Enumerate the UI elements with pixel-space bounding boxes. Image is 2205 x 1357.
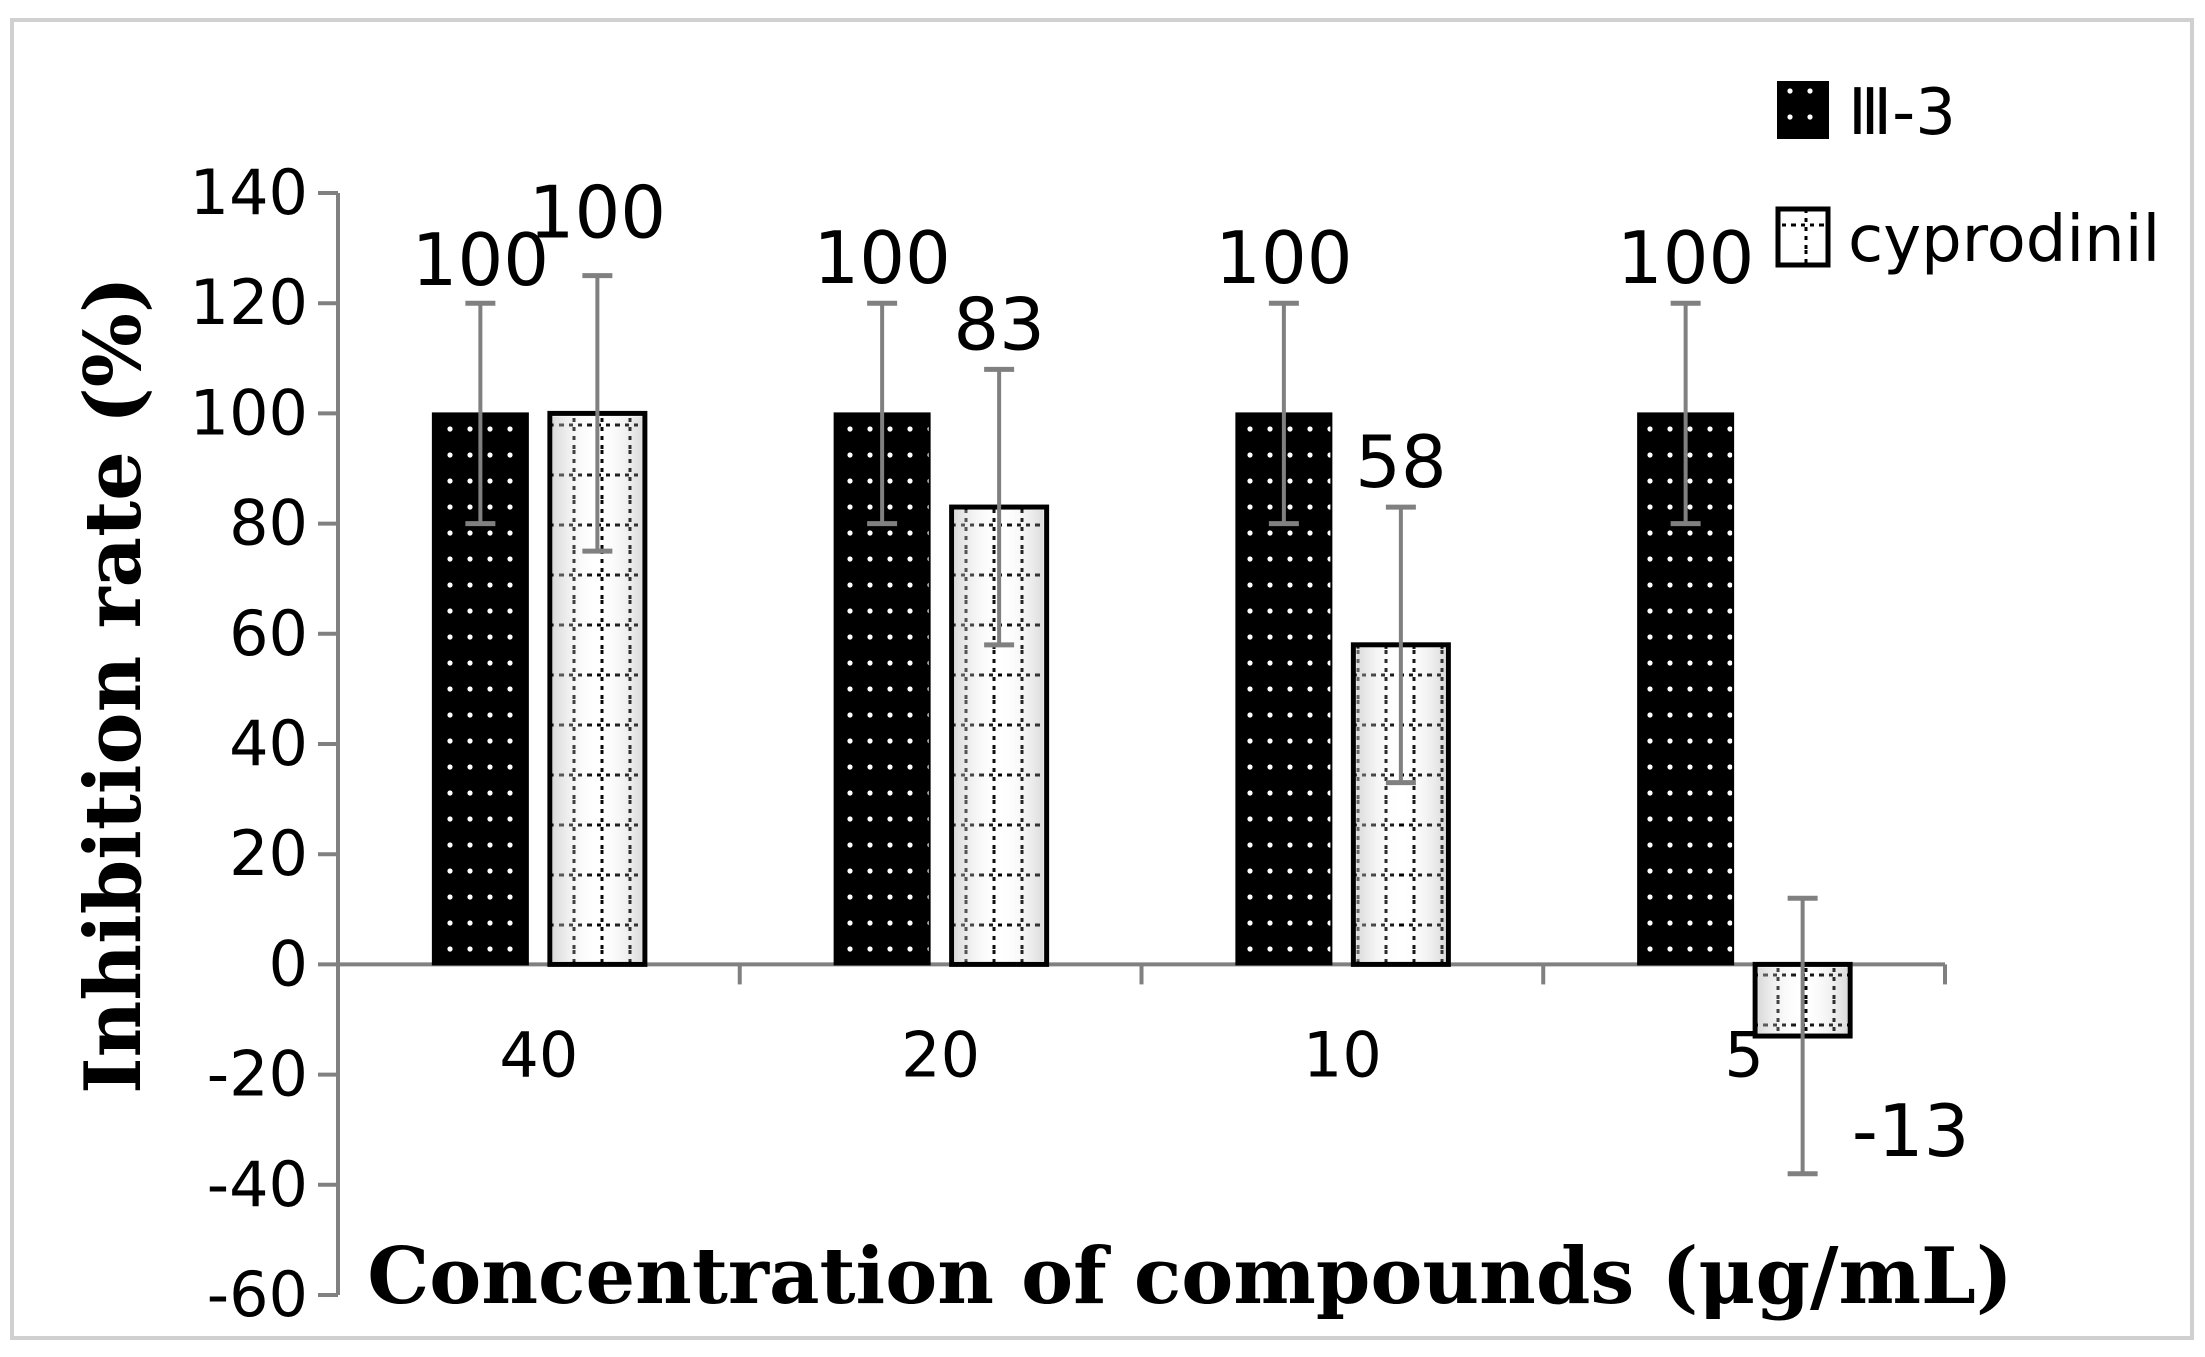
data-label: 100: [813, 216, 950, 300]
y-tick-label: 60: [229, 597, 308, 670]
y-tick-label: -60: [207, 1258, 308, 1331]
legend-swatch: [1775, 206, 1831, 268]
y-tick-label: 120: [190, 266, 308, 339]
data-label: -13: [1852, 1089, 1970, 1173]
y-tick-label: 40: [229, 707, 308, 780]
y-tick-label: 80: [229, 487, 308, 560]
legend-label: cyprodinil: [1848, 203, 2160, 277]
legend-label: Ⅲ-3: [1848, 76, 1956, 150]
data-label: 100: [1617, 216, 1754, 300]
x-tick-label: 20: [901, 1018, 980, 1091]
y-tick-label: -20: [207, 1038, 308, 1111]
y-tick-label: 140: [190, 156, 308, 229]
data-label: 100: [1215, 216, 1352, 300]
x-axis-title: Concentration of compounds (μg/mL): [367, 1231, 2013, 1322]
y-tick-label: 20: [229, 817, 308, 890]
legend-swatch: [1777, 81, 1829, 139]
data-label: 58: [1355, 420, 1447, 504]
y-axis-title: Inhibition rate (%): [68, 276, 159, 1094]
chart-border: [10, 18, 2194, 1340]
x-tick-label: 40: [499, 1018, 578, 1091]
data-label: 83: [953, 282, 1045, 366]
y-tick-label: 0: [269, 927, 308, 1000]
y-tick-label: 100: [190, 376, 308, 449]
data-label: 100: [412, 218, 549, 302]
y-tick-label: -40: [207, 1148, 308, 1221]
x-tick-label: 10: [1303, 1018, 1382, 1091]
data-label: 100: [529, 171, 666, 255]
